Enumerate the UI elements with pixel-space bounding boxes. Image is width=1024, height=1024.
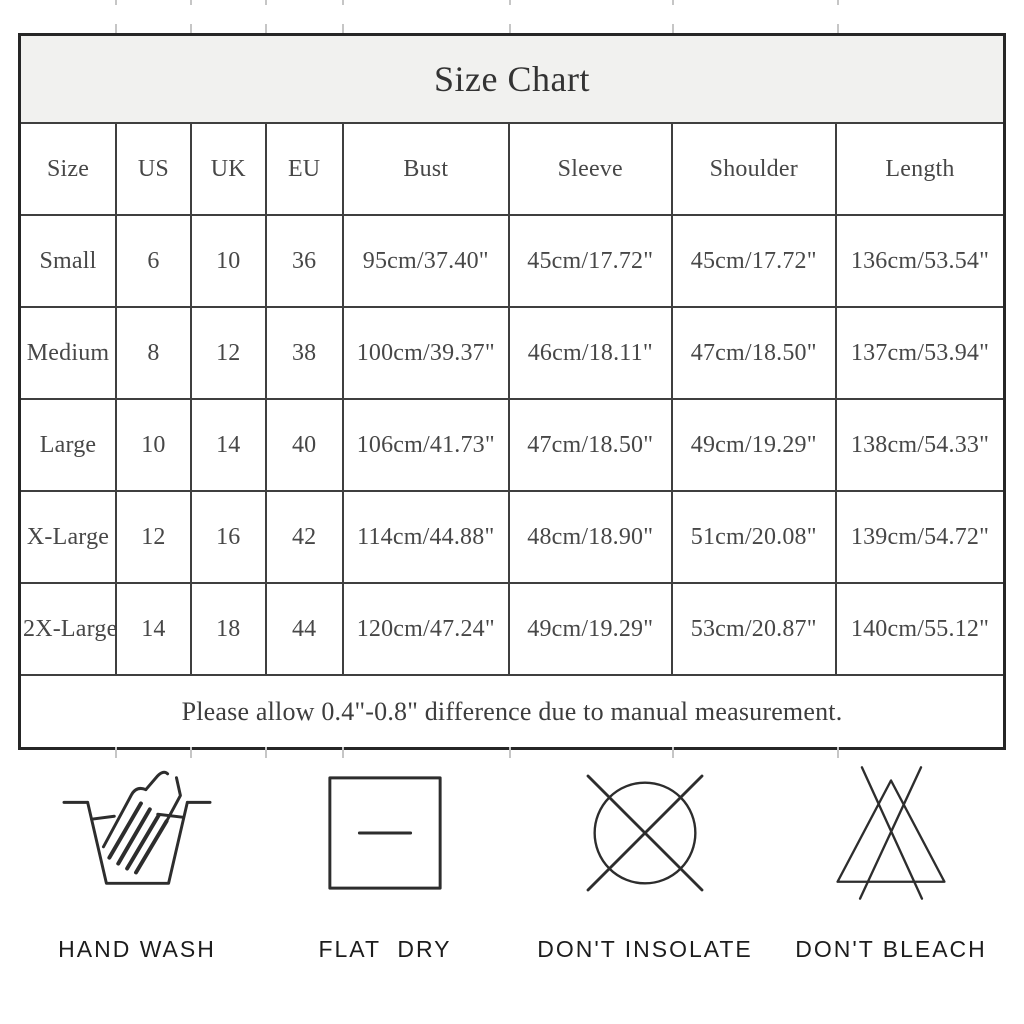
flat-dry-icon bbox=[321, 758, 449, 908]
table-cell: 139cm/54.72" bbox=[835, 490, 1006, 584]
grid-tick-artifact bbox=[837, 24, 839, 33]
table-header-row: Size US UK EU Bust Sleeve Shoulder Lengt… bbox=[18, 122, 1006, 216]
table-cell: 10 bbox=[189, 214, 267, 308]
table-cell: 45cm/17.72" bbox=[670, 214, 838, 308]
table-cell: 14 bbox=[115, 582, 192, 676]
table-row-small: Small 6 10 36 95cm/37.40" 45cm/17.72" 45… bbox=[18, 214, 1006, 308]
care-label-dont-bleach: DON'T BLEACH bbox=[795, 936, 987, 962]
grid-tick-artifact bbox=[672, 24, 674, 33]
table-cell: 49cm/19.29" bbox=[670, 398, 838, 492]
grid-tick-artifact bbox=[265, 24, 267, 33]
dont-insolate-icon bbox=[569, 758, 721, 908]
table-cell: 42 bbox=[264, 490, 344, 584]
table-row-large: Large 10 14 40 106cm/41.73" 47cm/18.50" … bbox=[18, 398, 1006, 492]
table-cell: Medium bbox=[18, 306, 118, 400]
grid-tick-artifact bbox=[115, 0, 117, 5]
table-cell: 16 bbox=[189, 490, 267, 584]
column-header-length: Length bbox=[835, 122, 1006, 216]
table-cell: 48cm/18.90" bbox=[508, 490, 673, 584]
grid-tick-artifact bbox=[672, 747, 674, 758]
care-label-dont-insolate: DON'T INSOLATE bbox=[537, 936, 753, 962]
grid-tick-artifact bbox=[190, 747, 192, 758]
table-row-x-large: X-Large 12 16 42 114cm/44.88" 48cm/18.90… bbox=[18, 490, 1006, 584]
column-header-eu: EU bbox=[264, 122, 344, 216]
table-cell: 47cm/18.50" bbox=[508, 398, 673, 492]
table-cell: 6 bbox=[115, 214, 192, 308]
table-cell: Small bbox=[18, 214, 118, 308]
grid-tick-artifact bbox=[115, 24, 117, 33]
column-header-sleeve: Sleeve bbox=[508, 122, 673, 216]
care-item-dont-insolate: DON'T INSOLATE bbox=[518, 758, 772, 963]
table-cell: 46cm/18.11" bbox=[508, 306, 673, 400]
table-cell: 106cm/41.73" bbox=[341, 398, 511, 492]
table-cell: 100cm/39.37" bbox=[341, 306, 511, 400]
table-cell: 12 bbox=[189, 306, 267, 400]
table-cell: 47cm/18.50" bbox=[670, 306, 838, 400]
table-cell: 140cm/55.12" bbox=[835, 582, 1006, 676]
grid-tick-artifact bbox=[342, 747, 344, 758]
table-cell: 12 bbox=[115, 490, 192, 584]
grid-tick-artifact bbox=[509, 747, 511, 758]
grid-tick-artifact bbox=[342, 24, 344, 33]
table-cell: 45cm/17.72" bbox=[508, 214, 673, 308]
grid-tick-artifact bbox=[837, 747, 839, 758]
table-cell: 51cm/20.08" bbox=[670, 490, 838, 584]
dont-bleach-icon bbox=[816, 758, 966, 908]
size-chart-table: Size Chart Size US UK EU Bust Sleeve Sho… bbox=[18, 33, 1006, 750]
column-header-size: Size bbox=[18, 122, 118, 216]
hand-wash-icon bbox=[58, 758, 216, 908]
measurement-note: Please allow 0.4"-0.8" difference due to… bbox=[18, 674, 1006, 750]
care-label-hand-wash: HAND WASH bbox=[58, 936, 216, 962]
table-cell: 137cm/53.94" bbox=[835, 306, 1006, 400]
table-cell: 40 bbox=[264, 398, 344, 492]
care-item-hand-wash: HAND WASH bbox=[22, 758, 252, 963]
table-cell: 36 bbox=[264, 214, 344, 308]
table-cell: 120cm/47.24" bbox=[341, 582, 511, 676]
table-cell: 38 bbox=[264, 306, 344, 400]
table-cell: 8 bbox=[115, 306, 192, 400]
table-cell: 95cm/37.40" bbox=[341, 214, 511, 308]
page-title: Size Chart bbox=[18, 33, 1006, 124]
care-instructions-section: HAND WASH FLAT DRY DON'T INSOLATE bbox=[0, 758, 1024, 968]
care-label-flat-dry: FLAT DRY bbox=[318, 936, 452, 962]
grid-tick-artifact bbox=[342, 0, 344, 5]
column-header-uk: UK bbox=[189, 122, 267, 216]
grid-tick-artifact bbox=[672, 0, 674, 5]
table-cell: 2X-Large bbox=[18, 582, 118, 676]
table-cell: 136cm/53.54" bbox=[835, 214, 1006, 308]
column-header-us: US bbox=[115, 122, 192, 216]
table-cell: 114cm/44.88" bbox=[341, 490, 511, 584]
table-note-row: Please allow 0.4"-0.8" difference due to… bbox=[18, 674, 1006, 750]
table-cell: 14 bbox=[189, 398, 267, 492]
grid-tick-artifact bbox=[509, 0, 511, 5]
grid-tick-artifact bbox=[509, 24, 511, 33]
table-cell: Large bbox=[18, 398, 118, 492]
grid-tick-artifact bbox=[265, 747, 267, 758]
table-row-2x-large: 2X-Large 14 18 44 120cm/47.24" 49cm/19.2… bbox=[18, 582, 1006, 676]
grid-tick-artifact bbox=[265, 0, 267, 5]
grid-tick-artifact bbox=[190, 0, 192, 5]
table-cell: 53cm/20.87" bbox=[670, 582, 838, 676]
table-title-row: Size Chart bbox=[18, 33, 1006, 124]
grid-tick-artifact bbox=[115, 747, 117, 758]
care-item-dont-bleach: DON'T BLEACH bbox=[772, 758, 1010, 963]
care-item-flat-dry: FLAT DRY bbox=[272, 758, 498, 963]
table-cell: 49cm/19.29" bbox=[508, 582, 673, 676]
grid-tick-artifact bbox=[190, 24, 192, 33]
size-chart-table-container: Size Chart Size US UK EU Bust Sleeve Sho… bbox=[18, 33, 1006, 750]
column-header-shoulder: Shoulder bbox=[670, 122, 838, 216]
table-cell: 10 bbox=[115, 398, 192, 492]
table-cell: X-Large bbox=[18, 490, 118, 584]
column-header-bust: Bust bbox=[341, 122, 511, 216]
table-cell: 44 bbox=[264, 582, 344, 676]
table-cell: 138cm/54.33" bbox=[835, 398, 1006, 492]
grid-tick-artifact bbox=[837, 0, 839, 5]
table-row-medium: Medium 8 12 38 100cm/39.37" 46cm/18.11" … bbox=[18, 306, 1006, 400]
table-cell: 18 bbox=[189, 582, 267, 676]
